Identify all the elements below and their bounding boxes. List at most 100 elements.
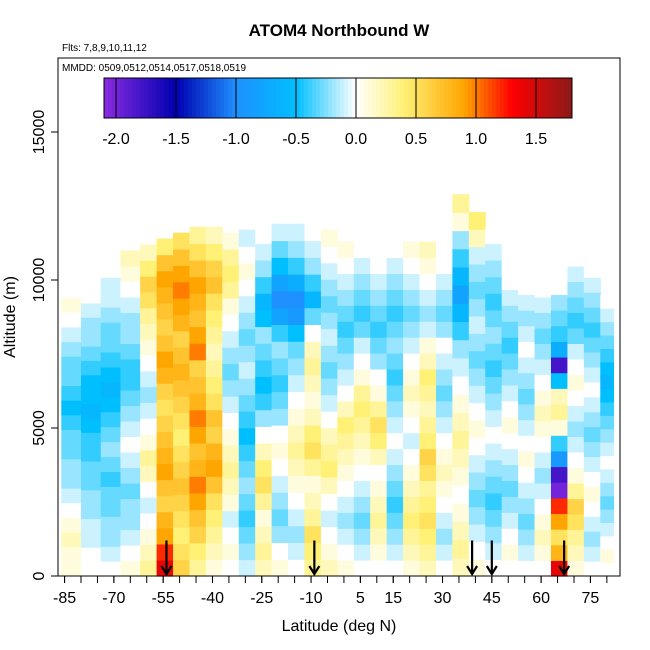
heatmap-cell <box>205 259 223 278</box>
heatmap-cell <box>403 273 421 290</box>
heatmap-cell <box>435 305 453 322</box>
heatmap-cell <box>156 463 174 481</box>
heatmap-cell <box>485 542 503 560</box>
colorbar-segment <box>528 78 533 118</box>
heatmap-cell <box>370 416 388 434</box>
heatmap-cell <box>468 471 486 490</box>
heatmap-cell <box>501 432 519 450</box>
colorbar-segment <box>492 78 497 118</box>
heatmap-cell <box>370 432 388 450</box>
heatmap-cell <box>386 416 404 434</box>
heatmap-cell <box>255 542 273 560</box>
heatmap-cell <box>120 265 141 282</box>
heatmap-cell <box>100 366 122 383</box>
heatmap-cell <box>156 495 174 513</box>
flights-label: Flts: 7,8,9,10,11,12 <box>62 43 147 54</box>
colorbar-segment <box>112 78 117 118</box>
heatmap-cell <box>304 223 322 242</box>
heatmap-cell <box>435 528 453 545</box>
colorbar-segment <box>272 78 277 118</box>
heatmap-cell <box>583 456 601 473</box>
heatmap-cell <box>353 480 371 497</box>
colorbar-segment <box>296 78 301 118</box>
heatmap-cell <box>100 262 122 278</box>
heatmap-cell <box>452 412 470 432</box>
heatmap-cell <box>189 492 207 511</box>
heatmap-cell <box>435 496 453 513</box>
heatmap-cell <box>353 273 371 290</box>
heatmap-cell <box>189 476 207 494</box>
heatmap-cell <box>173 445 191 463</box>
heatmap-cell <box>61 561 82 577</box>
heatmap-cell <box>337 353 355 370</box>
heatmap-cell <box>501 512 519 529</box>
heatmap-cell <box>501 384 519 402</box>
heatmap-cell <box>320 460 338 478</box>
heatmap-cell <box>255 243 273 261</box>
heatmap-cell <box>600 428 615 443</box>
x-tick-label: -85 <box>53 590 76 607</box>
x-tick-label: -10 <box>300 590 323 607</box>
colorbar-segment <box>380 78 385 118</box>
heatmap-cell <box>534 250 552 267</box>
heatmap-cell <box>419 512 437 529</box>
heatmap-cell <box>304 492 322 510</box>
colorbar-segment <box>316 78 321 118</box>
heatmap-cell <box>337 384 355 402</box>
heatmap-cell <box>534 389 552 407</box>
colorbar-segment <box>552 78 557 118</box>
heatmap-cell <box>353 384 371 402</box>
heatmap-cell <box>61 429 82 445</box>
heatmap-cell <box>468 298 486 317</box>
colorbar-segment <box>468 78 473 118</box>
heatmap-cell <box>600 334 615 349</box>
heatmap-cell <box>156 479 174 497</box>
heatmap-cell <box>452 466 470 486</box>
heatmap-cell <box>452 285 470 304</box>
plot-frame <box>57 57 621 577</box>
heatmap-cell <box>452 357 470 377</box>
heatmap-cell <box>485 259 503 278</box>
heatmap-cell <box>288 374 306 393</box>
heatmap-cell <box>100 426 122 443</box>
heatmap-cell <box>173 543 191 561</box>
heatmap-cell <box>435 464 453 482</box>
heatmap-cell <box>320 427 338 445</box>
heatmap-cell <box>156 238 174 256</box>
heatmap-cell <box>452 485 470 504</box>
heatmap-cell <box>337 560 355 577</box>
heatmap-cell <box>173 363 191 381</box>
heatmap-cell <box>238 411 256 429</box>
x-tick-label: 45 <box>483 590 501 607</box>
heatmap-cell <box>271 542 289 560</box>
heatmap-cell <box>222 330 240 348</box>
colorbar-segment <box>368 78 373 118</box>
colorbar-segment <box>360 78 365 118</box>
heatmap-cell <box>120 405 141 422</box>
heatmap-cell <box>485 243 503 261</box>
heatmap-cell <box>271 441 289 460</box>
heatmap-cell <box>255 343 273 361</box>
heatmap-cell <box>238 477 256 495</box>
colorbar-segment <box>448 78 453 118</box>
colorbar-segment <box>220 78 225 118</box>
heatmap-cell <box>403 353 421 370</box>
heatmap-cell <box>452 539 470 559</box>
colorbar-segment <box>108 78 113 118</box>
heatmap-cell <box>140 244 158 261</box>
heatmap-cell <box>81 274 102 290</box>
heatmap-cell <box>419 448 437 466</box>
heatmap-cell <box>288 492 306 510</box>
heatmap-cell <box>100 441 122 458</box>
colorbar-tick-label: 0.5 <box>405 131 427 148</box>
heatmap-cell <box>468 350 486 369</box>
colorbar-segment <box>356 78 361 118</box>
heatmap-cell <box>61 268 82 284</box>
heatmap-cell <box>403 384 421 402</box>
heatmap-cell <box>222 265 240 283</box>
heatmap-cell <box>156 351 174 368</box>
heatmap-cell <box>468 263 486 282</box>
colorbar-segment <box>232 78 237 118</box>
heatmap-cell <box>156 399 174 416</box>
